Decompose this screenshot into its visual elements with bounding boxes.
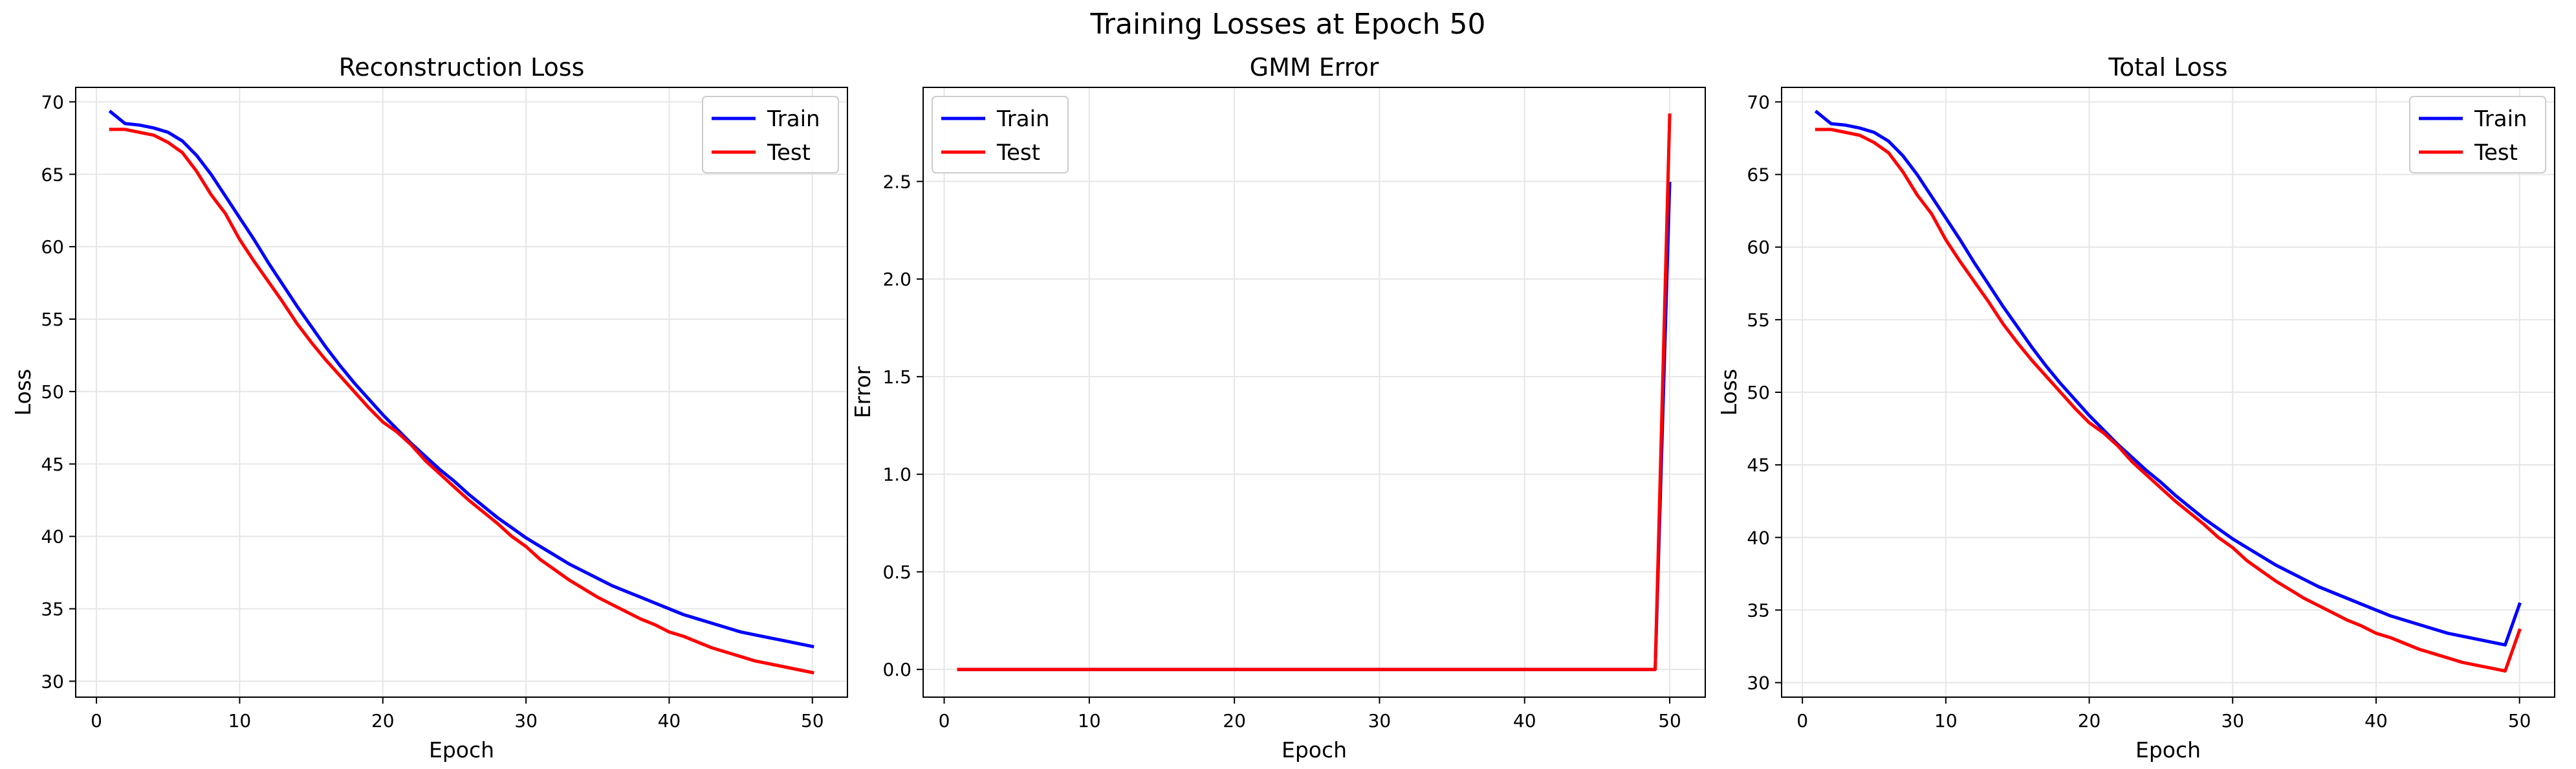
x-axis-label: Epoch xyxy=(2135,737,2201,763)
y-tick-label: 0.5 xyxy=(882,561,911,583)
y-tick-label: 70 xyxy=(41,91,64,113)
axes-frame xyxy=(75,87,848,698)
y-axis-label: Loss xyxy=(1716,369,1741,416)
series-line-test xyxy=(109,128,814,674)
series-line-train xyxy=(108,109,814,649)
y-tick-label: 40 xyxy=(41,526,64,548)
series-line-train xyxy=(1814,109,2522,647)
x-axis-label: Epoch xyxy=(429,737,494,763)
y-axis-label: Error xyxy=(850,366,875,418)
y-tick-label: 40 xyxy=(1747,527,1770,548)
figure-title: Training Losses at Epoch 50 xyxy=(1090,8,1486,41)
legend: Train Test xyxy=(932,96,1069,173)
y-tick-label: 65 xyxy=(1747,164,1770,186)
y-tick-label: 70 xyxy=(1747,91,1770,113)
y-tick-label: 50 xyxy=(41,381,64,403)
legend-label-train: Train xyxy=(2474,106,2527,132)
y-tick-label: 0.0 xyxy=(882,659,911,680)
x-tick-label: 0 xyxy=(91,710,102,731)
chart-panel-1: 0 10 20 30 40 50 30 35 40 45 50 55 60 65 70 Reconstruct… xyxy=(10,53,848,763)
x-tick-label: 40 xyxy=(1513,710,1536,731)
x-tick-label: 10 xyxy=(228,710,252,731)
legend-label-test: Test xyxy=(996,140,1040,166)
y-tick-label: 45 xyxy=(1747,454,1770,476)
x-tick-label: 10 xyxy=(1934,710,1958,731)
x-axis-label: Epoch xyxy=(1282,737,1347,763)
x-tick-label: 40 xyxy=(2364,710,2388,731)
y-tick-label: 35 xyxy=(1747,599,1770,621)
x-tick-label: 10 xyxy=(1078,710,1101,731)
y-tick-label: 35 xyxy=(41,599,64,620)
x-tick-label: 50 xyxy=(2508,710,2531,731)
series-line-test xyxy=(1815,128,2522,673)
x-tick-label: 30 xyxy=(1368,710,1392,731)
y-tick-label: 30 xyxy=(1747,673,1770,694)
x-tick-label: 20 xyxy=(371,710,395,731)
legend-label-train: Train xyxy=(996,106,1050,132)
y-tick-label: 55 xyxy=(1747,309,1770,331)
x-tick-label: 50 xyxy=(801,710,824,731)
legend: Train Test xyxy=(702,96,839,173)
series-line-test xyxy=(957,113,1672,671)
y-axis-label: Loss xyxy=(10,369,36,416)
chart-title: Total Loss xyxy=(2108,53,2227,82)
axes-frame xyxy=(922,87,1706,698)
x-tick-label: 0 xyxy=(939,710,950,731)
x-tick-label: 0 xyxy=(1796,710,1808,731)
y-tick-label: 45 xyxy=(41,454,64,475)
legend: Train Test xyxy=(2409,96,2546,173)
y-tick-label: 2.0 xyxy=(882,269,911,290)
x-tick-label: 20 xyxy=(2078,710,2101,731)
legend-label-test: Test xyxy=(2474,140,2518,166)
y-tick-label: 1.0 xyxy=(882,464,911,485)
chart-title: GMM Error xyxy=(1250,53,1379,82)
x-tick-label: 50 xyxy=(1658,710,1681,731)
y-tick-label: 60 xyxy=(1747,237,1770,258)
y-tick-label: 30 xyxy=(41,671,64,692)
y-tick-label: 1.5 xyxy=(882,366,911,388)
series-line-train xyxy=(957,181,1672,671)
chart-panel-2: 0 10 20 30 40 50 0.0 0.5 1.0 1.5 2.0 2.5 GMM Error Ep… xyxy=(850,53,1706,763)
y-tick-label: 55 xyxy=(41,309,64,330)
y-tick-label: 50 xyxy=(1747,382,1770,403)
y-tick-label: 60 xyxy=(41,236,64,258)
y-tick-label: 2.5 xyxy=(882,171,911,192)
chart-title: Reconstruction Loss xyxy=(339,53,585,82)
x-tick-label: 30 xyxy=(2221,710,2244,731)
legend-label-test: Test xyxy=(767,140,811,166)
x-tick-label: 30 xyxy=(514,710,538,731)
x-tick-label: 40 xyxy=(658,710,681,731)
legend-label-train: Train xyxy=(767,106,820,132)
chart-panel-3: 0 10 20 30 40 50 30 35 40 45 50 55 60 65 70 Total Loss E… xyxy=(1716,53,2555,763)
x-tick-label: 20 xyxy=(1223,710,1246,731)
y-tick-label: 65 xyxy=(41,164,64,185)
